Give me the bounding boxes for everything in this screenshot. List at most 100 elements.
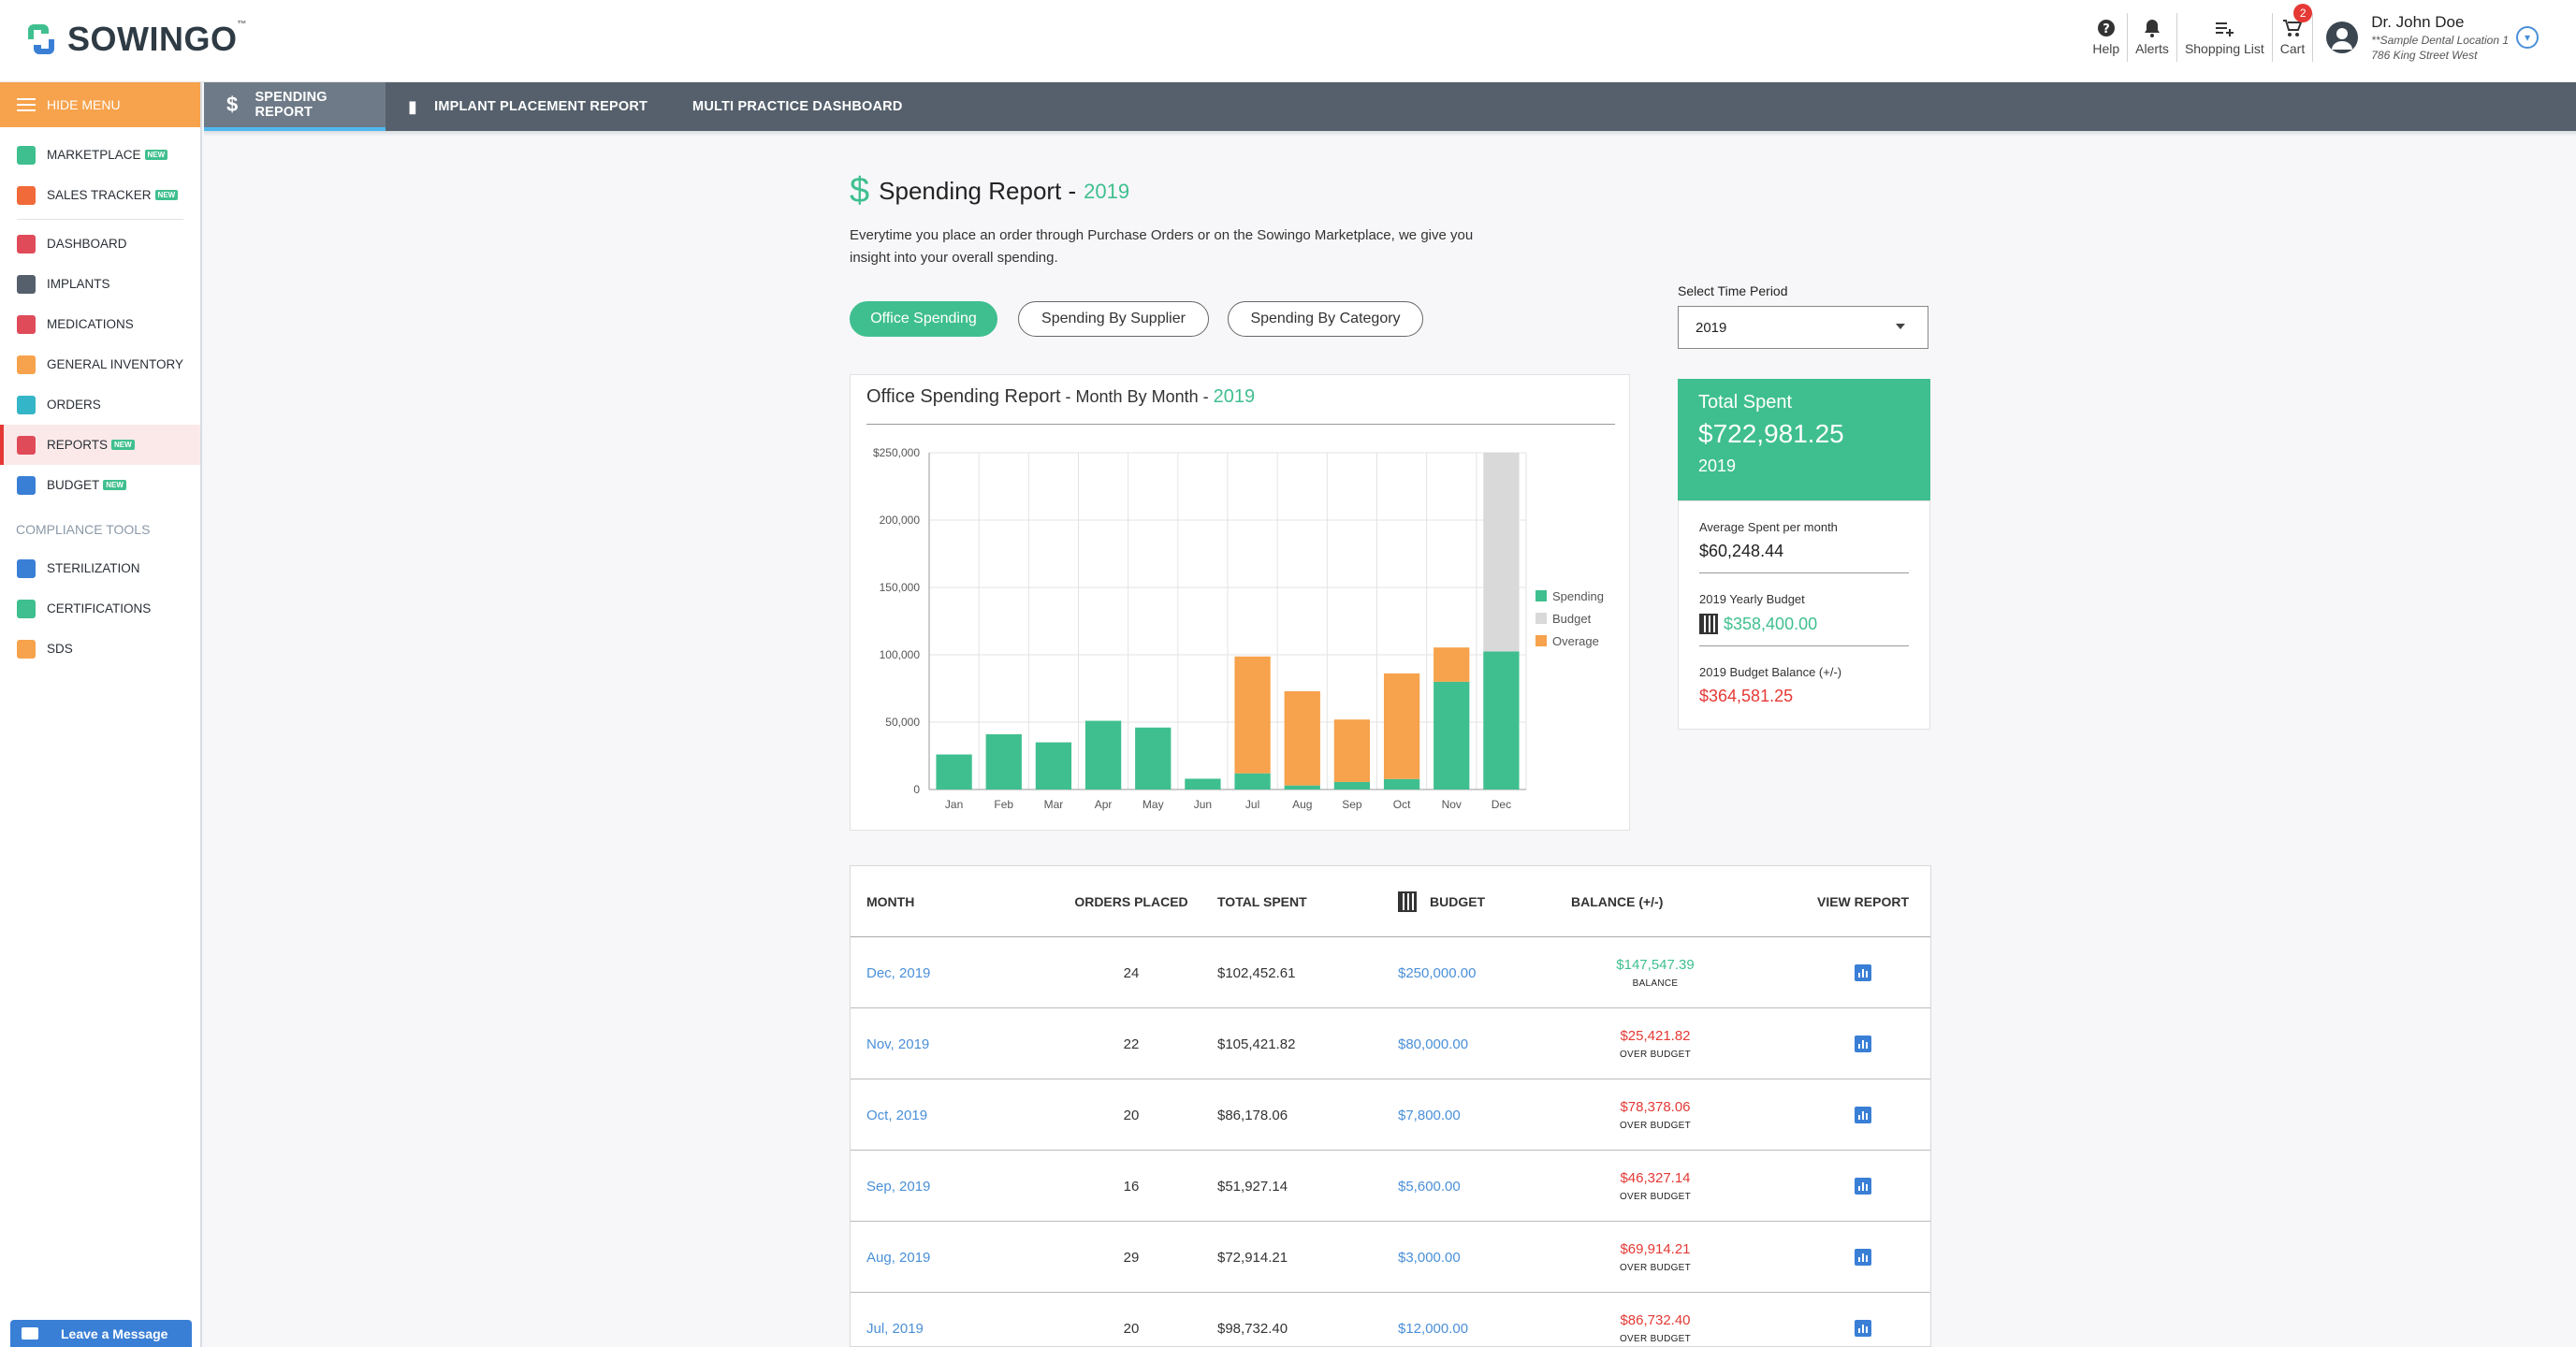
budget-link[interactable]: $12,000.00 <box>1398 1320 1469 1337</box>
header-budget[interactable]: BUDGET <box>1398 866 1485 937</box>
month-link[interactable]: Sep, 2019 <box>866 1178 931 1195</box>
office-spending-pill[interactable]: Office Spending <box>850 301 997 337</box>
sidebar-item-reports[interactable]: REPORTS NEW <box>0 425 200 465</box>
sidebar-divider <box>17 219 183 220</box>
x-tick-label: May <box>1142 798 1164 811</box>
budget-link[interactable]: $5,600.00 <box>1398 1178 1461 1195</box>
budget-balance-value: $364,581.25 <box>1699 687 1794 705</box>
budget-link[interactable]: $250,000.00 <box>1398 964 1477 981</box>
tab-label: IMPLANT PLACEMENT REPORT <box>434 99 648 114</box>
header-balance[interactable]: BALANCE (+/-) <box>1571 894 1664 909</box>
sowingo-logo-icon <box>28 24 54 54</box>
mail-icon <box>22 1327 38 1340</box>
chevron-down-icon[interactable]: ▾ <box>2516 26 2539 49</box>
spending-by-category-pill[interactable]: Spending By Category <box>1228 301 1423 337</box>
calculator-icon <box>1699 614 1718 634</box>
shopping-list-label: Shopping List <box>2184 41 2264 56</box>
month-link[interactable]: Oct, 2019 <box>866 1107 928 1123</box>
balance-cell: $25,421.82 OVER BUDGET <box>1571 1008 1739 1079</box>
bar-chart-icon[interactable] <box>1855 1178 1871 1195</box>
sidebar: HIDE MENU MARKETPLACE NEW SALES TRACKER … <box>0 82 202 1347</box>
balance-value: $69,914.21 <box>1620 1241 1691 1257</box>
x-tick-label: Jan <box>945 798 963 811</box>
implant-icon: ▮ <box>408 96 418 116</box>
cart-count-badge: 2 <box>2293 4 2313 22</box>
table-row: Nov, 2019 22 $105,421.82 $80,000.00 $25,… <box>851 1008 1930 1079</box>
top-bar: SOWINGO™ ? Help Alerts Shopping List Car… <box>0 0 2576 82</box>
sidebar-item-label: IMPLANTS <box>47 277 110 291</box>
sidebar-item-marketplace[interactable]: MARKETPLACE NEW <box>0 135 200 175</box>
time-period-select[interactable]: 2019 <box>1678 306 1928 349</box>
sidebar-item-implants[interactable]: IMPLANTS <box>0 264 200 304</box>
bar-chart-icon[interactable] <box>1855 1249 1871 1266</box>
month-link[interactable]: Nov, 2019 <box>866 1036 930 1052</box>
tab-implant-placement-report[interactable]: ▮ IMPLANT PLACEMENT REPORT <box>386 82 670 131</box>
tab-spending-report[interactable]: $ SPENDING REPORT <box>204 82 386 131</box>
bar-chart-icon[interactable] <box>1855 1320 1871 1337</box>
alerts-label: Alerts <box>2135 41 2169 56</box>
bar-overage-sep <box>1333 719 1371 782</box>
total-spent-year: 2019 <box>1698 456 1737 475</box>
diamond-warning-icon <box>17 639 36 659</box>
header-month[interactable]: MONTH <box>866 894 915 909</box>
total-spent-label: Total Spent <box>1698 392 1793 413</box>
sidebar-item-medications[interactable]: MEDICATIONS <box>0 304 200 344</box>
bar-chart-icon[interactable] <box>1855 964 1871 981</box>
hide-menu-button[interactable]: HIDE MENU <box>0 82 200 127</box>
shopping-list-button[interactable]: Shopping List <box>2177 13 2273 62</box>
month-link[interactable]: Dec, 2019 <box>866 964 931 981</box>
dollar-icon: $ <box>850 171 870 210</box>
spending-chart-card: Office Spending Report - Month By Month … <box>850 374 1630 831</box>
balance-status: OVER BUDGET <box>1619 1192 1692 1202</box>
sidebar-item-sds[interactable]: SDS <box>0 629 200 669</box>
month-link[interactable]: Aug, 2019 <box>866 1249 931 1266</box>
legend-swatch-spending <box>1535 590 1547 601</box>
sidebar-item-sterilization[interactable]: STERILIZATION <box>0 548 200 588</box>
month-link[interactable]: Jul, 2019 <box>866 1320 924 1337</box>
spending-by-supplier-pill[interactable]: Spending By Supplier <box>1018 301 1209 337</box>
implant-icon <box>17 274 36 294</box>
sidebar-item-dashboard[interactable]: DASHBOARD <box>0 224 200 264</box>
y-tick-label: $250,000 <box>873 446 920 459</box>
header-total-spent[interactable]: TOTAL SPENT <box>1217 894 1307 909</box>
calculator-icon <box>17 475 36 495</box>
sidebar-item-certifications[interactable]: CERTIFICATIONS <box>0 588 200 629</box>
sidebar-item-label: SALES TRACKER <box>47 188 152 202</box>
budget-balance-row: 2019 Budget Balance (+/-) $364,581.25 <box>1699 646 1909 717</box>
bar-spending-apr <box>1084 720 1122 789</box>
sidebar-item-sales-tracker[interactable]: SALES TRACKER NEW <box>0 175 200 215</box>
chart-title-main: Office Spending Report <box>866 386 1061 407</box>
cart-button[interactable]: Cart 2 <box>2273 4 2314 62</box>
tab-multi-practice-dashboard[interactable]: MULTI PRACTICE DASHBOARD <box>670 82 924 131</box>
bar-chart-icon[interactable] <box>1855 1036 1871 1052</box>
bar-spending-aug <box>1284 785 1320 789</box>
budget-stats-card: Average Spent per month $60,248.44 2019 … <box>1678 500 1930 730</box>
sidebar-item-label: DASHBOARD <box>47 237 127 251</box>
budget-link[interactable]: $7,800.00 <box>1398 1107 1461 1123</box>
bar-overage-aug <box>1284 691 1320 786</box>
x-tick-label: Mar <box>1044 798 1064 811</box>
user-menu[interactable]: Dr. John Doe **Sample Dental Location 1 … <box>2313 13 2576 62</box>
bar-chart-icon[interactable] <box>1855 1107 1871 1123</box>
budget-link[interactable]: $80,000.00 <box>1398 1036 1469 1052</box>
bar-spending-nov <box>1434 681 1470 789</box>
x-tick-label: Dec <box>1492 798 1511 811</box>
sidebar-item-label: GENERAL INVENTORY <box>47 357 184 371</box>
sidebar-item-general-inventory[interactable]: GENERAL INVENTORY <box>0 344 200 384</box>
view-report-cell <box>1723 1293 1930 1346</box>
sidebar-item-orders[interactable]: ORDERS <box>0 384 200 425</box>
header-orders-placed[interactable]: ORDERS PLACED <box>1074 894 1188 909</box>
caret-down-icon <box>1896 324 1905 329</box>
sidebar-item-label: SDS <box>47 642 73 656</box>
header-view-report[interactable]: VIEW REPORT <box>1816 894 1909 909</box>
brand-logo[interactable]: SOWINGO™ <box>21 19 247 60</box>
bar-spending-oct <box>1383 778 1420 789</box>
leave-message-button[interactable]: Leave a Message <box>10 1320 192 1347</box>
balance-status: OVER BUDGET <box>1619 1263 1692 1273</box>
help-button[interactable]: ? Help <box>2085 13 2129 62</box>
alerts-button[interactable]: Alerts <box>2128 13 2177 62</box>
budget-link[interactable]: $3,000.00 <box>1398 1249 1461 1266</box>
x-tick-label: Aug <box>1292 798 1312 811</box>
legend-swatch-overage <box>1535 635 1547 646</box>
sidebar-item-budget[interactable]: BUDGET NEW <box>0 465 200 505</box>
